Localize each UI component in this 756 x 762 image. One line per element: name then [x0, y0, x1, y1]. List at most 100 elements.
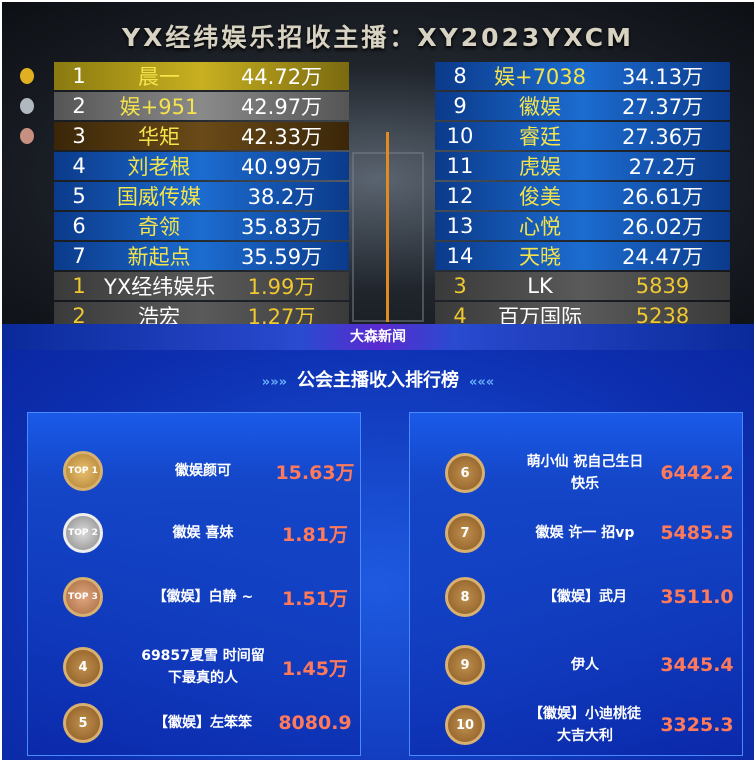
medal-silver-icon: [20, 98, 34, 114]
center-beam: [386, 132, 389, 322]
badge-slot: 7: [410, 513, 520, 553]
badge-slot: 4: [28, 647, 138, 687]
badge-slot: 5: [28, 703, 138, 743]
rank-badge-icon: 9: [445, 645, 485, 685]
income-value: 3445.4: [660, 654, 734, 676]
income-value: 8080.9: [278, 712, 352, 734]
badge-slot: 8: [410, 577, 520, 617]
rank-number: 5: [72, 184, 86, 208]
guild-row: 4 69857夏雪 时间留下最真的人 1.45万: [28, 645, 362, 689]
rank-number: 3: [453, 274, 467, 298]
board-row: 1 晨一 44.72万: [54, 62, 349, 90]
income-value: 1.81万: [282, 523, 348, 546]
guild-row: TOP 2 徽娱 喜妹 1.81万: [28, 513, 362, 553]
streamer-name: 徽娱: [519, 95, 561, 119]
income-value: 26.61万: [621, 185, 704, 209]
board-row: 3 LK 5839: [435, 272, 730, 300]
board-row: 14 天晓 24.47万: [435, 242, 730, 270]
income-value: 15.63万: [275, 461, 355, 484]
board-row: 4 刘老根 40.99万: [54, 152, 349, 180]
income-value: 6442.2: [660, 462, 734, 484]
income-value: 1.99万: [247, 275, 316, 299]
streamer-name: 心悦: [519, 215, 561, 239]
guild-row: 9 伊人 3445.4: [410, 645, 744, 685]
guild-row: 10 【徽娱】小迪桃徒 大吉大利 3325.3: [410, 703, 744, 747]
streamer-name: 虎娱: [519, 155, 561, 179]
rank-number: 1: [72, 274, 86, 298]
rank-number: 12: [446, 184, 474, 208]
guild-row: TOP 3 【徽娱】白静 ~ 1.51万: [28, 577, 362, 617]
income-value: 42.33万: [240, 125, 323, 149]
income-value: 35.59万: [240, 245, 323, 269]
guild-panel-left: TOP 1 徽娱颜可 15.63万 TOP 2 徽娱 喜妹 1.81万 TOP 3 【徽娱】白…: [27, 412, 361, 756]
income-value: 34.13万: [621, 65, 704, 89]
rank-number: 4: [72, 154, 86, 178]
badge-slot: 10: [410, 705, 520, 745]
streamer-name: YX经纬娱乐: [104, 275, 216, 299]
streamer-name: 睿廷: [519, 125, 561, 149]
board-row: 7 新起点 35.59万: [54, 242, 349, 270]
badge-slot: 6: [410, 453, 520, 493]
rank-badge-icon: 8: [445, 577, 485, 617]
guild-panel-right: 6 萌小仙 祝自己生日快乐 6442.2 7 徽娱 许一 招vp 5485.5 8 【徽娱】武…: [409, 412, 743, 756]
income-value: 5238: [635, 304, 690, 324]
board-row: 8 娱+7038 34.13万: [435, 62, 730, 90]
streamer-name: 【徽娱】白静 ~: [152, 589, 254, 605]
page-title: YX经纬娱乐招收主播：XY2023YXCM: [121, 23, 635, 52]
income-value: 3511.0: [660, 586, 734, 608]
streamer-name: 伊人: [571, 657, 599, 673]
income-value: 27.2万: [628, 155, 697, 179]
badge-slot: TOP 2: [28, 513, 138, 553]
top-medal-icon: TOP 2: [63, 513, 103, 553]
medal-gold-icon: [20, 68, 34, 84]
income-value: 24.47万: [621, 245, 704, 269]
income-value: 3325.3: [660, 714, 734, 736]
income-value: 5485.5: [660, 522, 734, 544]
streamer-name: 【徽娱】左笨笨: [154, 715, 252, 731]
rank-number: 8: [453, 64, 467, 88]
income-value: 35.83万: [240, 215, 323, 239]
badge-slot: 9: [410, 645, 520, 685]
board-row: 13 心悦 26.02万: [435, 212, 730, 240]
income-value: 1.51万: [282, 587, 348, 610]
board-row: 9 徽娱 27.37万: [435, 92, 730, 120]
streamer-name: 徽娱颜可: [175, 463, 231, 479]
rank-number: 3: [72, 124, 86, 148]
streamer-name: 【徽娱】武月: [543, 589, 627, 605]
rank-badge-icon: 10: [445, 705, 485, 745]
income-value: 1.27万: [247, 305, 316, 324]
streamer-name: 徽娱 喜妹: [172, 525, 234, 541]
streamer-name: 华矩: [138, 125, 180, 149]
board-row: 3 华矩 42.33万: [54, 122, 349, 150]
streamer-name: 徽娱 许一 招vp: [535, 525, 635, 541]
streamer-name: 晨一: [138, 65, 180, 89]
rank-badge-icon: 5: [63, 703, 103, 743]
guild-section: 大森新闻 »»» 公会主播收入排行榜 ««« TOP 1 徽娱颜可 15.63万 TOP …: [2, 324, 754, 760]
rank-number: 1: [72, 64, 86, 88]
top-medal-icon: TOP 3: [63, 577, 103, 617]
streamer-name: 萌小仙 祝自己生日快乐: [526, 454, 644, 492]
streamer-name: 新起点: [127, 245, 191, 269]
guild-row: 7 徽娱 许一 招vp 5485.5: [410, 513, 744, 553]
income-value: 44.72万: [240, 65, 323, 89]
chevrons-right-icon: »»»: [261, 375, 287, 390]
rank-number: 10: [446, 124, 474, 148]
section-subtitle: »»» 公会主播收入排行榜 «««: [2, 366, 754, 392]
board-row: 11 虎娱 27.2万: [435, 152, 730, 180]
board-row: 12 俊美 26.61万: [435, 182, 730, 210]
board-row: 10 睿廷 27.36万: [435, 122, 730, 150]
guild-row: 8 【徽娱】武月 3511.0: [410, 577, 744, 617]
board-row: 5 国威传媒 38.2万: [54, 182, 349, 210]
streamer-name: 天晓: [519, 245, 561, 269]
board-row: 2 娱+951 42.97万: [54, 92, 349, 120]
streamer-name: 奇领: [138, 215, 180, 239]
guild-row: 6 萌小仙 祝自己生日快乐 6442.2: [410, 451, 744, 495]
rank-badge-icon: 6: [445, 453, 485, 493]
income-value: 26.02万: [621, 215, 704, 239]
rank-badge-icon: 4: [63, 647, 103, 687]
board-row: 6 奇领 35.83万: [54, 212, 349, 240]
income-value: 27.36万: [621, 125, 704, 149]
income-value: 40.99万: [240, 155, 323, 179]
streamer-name: 刘老根: [127, 155, 191, 179]
badge-slot: TOP 3: [28, 577, 138, 617]
